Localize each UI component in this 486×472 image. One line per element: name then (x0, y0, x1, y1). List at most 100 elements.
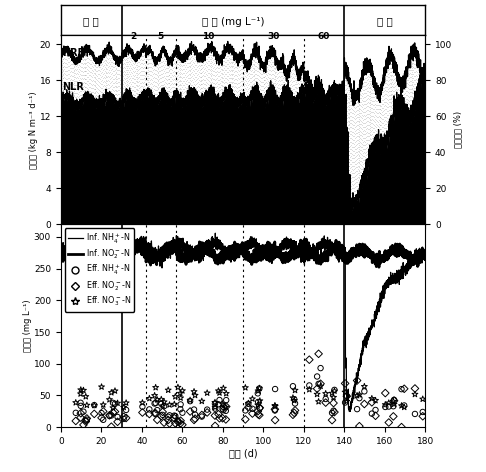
Point (219, 400, 226, 408)
Point (109, 399, 117, 407)
Point (305, 382, 313, 389)
Point (271, 402, 279, 409)
Point (385, 419, 393, 426)
Point (160, 398, 168, 405)
Point (174, 417, 182, 424)
Point (322, 390, 330, 397)
Point (114, 413, 122, 421)
Point (109, 409, 117, 416)
Point (151, 409, 158, 417)
Point (211, 404, 219, 411)
Point (214, 401, 222, 408)
Point (289, 382, 297, 390)
Point (98, 383, 105, 391)
Point (256, 385, 263, 392)
Point (256, 397, 264, 405)
Point (256, 405, 264, 412)
Point (99, 416, 107, 423)
Point (120, 415, 127, 423)
Point (372, 406, 380, 414)
Point (419, 413, 427, 420)
Point (222, 407, 230, 414)
Point (160, 402, 168, 410)
Point (216, 389, 224, 396)
Point (343, 392, 351, 400)
Point (385, 403, 393, 410)
Point (191, 392, 199, 399)
Point (164, 413, 172, 421)
Point (389, 397, 397, 405)
Point (216, 414, 224, 422)
Point (177, 401, 185, 408)
Point (305, 386, 313, 393)
Point (244, 400, 252, 407)
Point (271, 405, 279, 413)
Point (328, 389, 336, 397)
Point (157, 396, 165, 403)
Point (289, 411, 297, 419)
Point (400, 385, 408, 393)
Point (214, 387, 222, 395)
Point (190, 406, 198, 413)
Point (191, 411, 199, 418)
Point (139, 399, 146, 406)
Point (211, 422, 219, 430)
Point (330, 386, 338, 394)
Point (328, 409, 336, 417)
Point (389, 413, 397, 420)
Point (176, 405, 184, 413)
Point (271, 407, 279, 414)
Point (419, 408, 427, 416)
Point (166, 412, 174, 419)
Point (222, 403, 230, 410)
Point (390, 397, 398, 405)
Point (153, 416, 161, 423)
Point (186, 397, 194, 405)
Point (330, 387, 338, 395)
Point (244, 404, 252, 411)
Point (77, 399, 85, 406)
Point (159, 402, 167, 410)
Point (153, 406, 161, 414)
Point (166, 420, 174, 427)
Point (330, 394, 337, 401)
Point (159, 408, 167, 416)
Point (214, 411, 222, 418)
Point (222, 404, 230, 411)
Point (211, 405, 219, 413)
Point (219, 405, 226, 413)
Point (315, 350, 323, 358)
Point (244, 400, 252, 408)
Point (98, 409, 105, 417)
Point (382, 403, 389, 411)
Point (83, 415, 91, 422)
Point (190, 388, 198, 396)
Point (145, 395, 153, 402)
Point (372, 396, 380, 404)
Point (361, 383, 368, 390)
Text: 10: 10 (202, 32, 215, 41)
Text: NLR: NLR (62, 82, 84, 92)
Point (328, 416, 336, 424)
Point (203, 389, 211, 397)
Point (107, 423, 115, 430)
Point (139, 409, 146, 416)
Y-axis label: 氮去除率 (%): 氮去除率 (%) (453, 111, 463, 148)
Point (122, 406, 130, 413)
Y-axis label: 氮浓度 (mg L⁻¹): 氮浓度 (mg L⁻¹) (23, 299, 33, 352)
Point (151, 392, 158, 399)
Point (290, 397, 298, 405)
Point (330, 407, 337, 414)
Point (98, 414, 105, 421)
Point (317, 382, 325, 390)
Point (174, 384, 182, 391)
Point (211, 399, 219, 406)
Point (248, 405, 256, 413)
Point (186, 408, 194, 415)
Point (256, 404, 264, 412)
Point (341, 388, 349, 396)
Point (111, 400, 119, 408)
Point (178, 387, 186, 395)
Point (220, 406, 227, 414)
Point (291, 406, 299, 414)
